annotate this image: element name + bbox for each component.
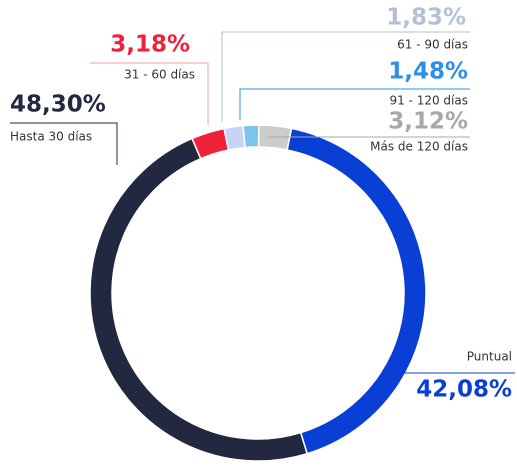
- value-label: 1,83%: [386, 5, 466, 31]
- value-label: 1,48%: [388, 59, 468, 85]
- donut-segment: [242, 124, 260, 149]
- donut-segment: [89, 137, 309, 462]
- category-label: Puntual: [467, 350, 512, 364]
- leader-line: [239, 88, 470, 120]
- value-label: 3,12%: [388, 109, 468, 135]
- category-label: 31 - 60 días: [124, 68, 195, 82]
- category-label: 61 - 90 días: [397, 38, 468, 52]
- category-label: Más de 120 días: [370, 140, 468, 154]
- leader-line: [90, 62, 209, 125]
- value-label: 42,08%: [416, 377, 512, 403]
- category-label: Hasta 30 días: [10, 130, 92, 144]
- leader-line: [221, 31, 470, 122]
- value-label: 3,18%: [110, 32, 190, 58]
- donut-segment: [286, 127, 427, 455]
- leader-line: [10, 122, 118, 165]
- category-label: 91 - 120 días: [389, 94, 468, 108]
- donut-segment: [223, 124, 246, 151]
- value-label: 48,30%: [10, 92, 106, 118]
